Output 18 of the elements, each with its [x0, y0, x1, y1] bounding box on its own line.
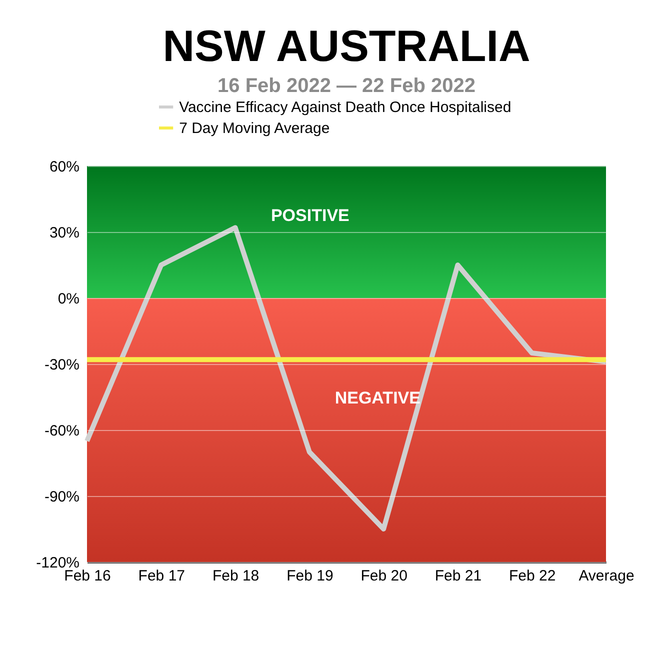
x-tick-label: Feb 21	[434, 568, 482, 584]
band-label: POSITIVE	[270, 206, 350, 226]
x-tick-label: Feb 17	[138, 568, 185, 584]
y-tick-label: 0%	[58, 290, 80, 308]
x-tick-label: Feb 20	[360, 568, 408, 584]
x-tick-label: Average	[578, 568, 634, 584]
legend-label: Vaccine Efficacy Against Death Once Hospitalised	[179, 99, 512, 116]
y-tick-label: -60%	[44, 422, 80, 440]
legend-label: 7 Day Moving Average	[179, 120, 330, 137]
chart-title: NSW AUSTRALIA	[162, 22, 530, 71]
y-tick-label: -30%	[44, 356, 80, 374]
x-tick-label: Feb 22	[509, 568, 556, 584]
x-tick-label: Feb 18	[212, 568, 260, 584]
y-tick-label: 30%	[49, 224, 80, 242]
x-tick-label: Feb 19	[286, 568, 334, 584]
y-tick-label: -90%	[44, 488, 80, 506]
y-tick-label: 60%	[49, 158, 80, 176]
chart-subtitle: 16 Feb 2022 — 22 Feb 2022	[218, 75, 476, 97]
